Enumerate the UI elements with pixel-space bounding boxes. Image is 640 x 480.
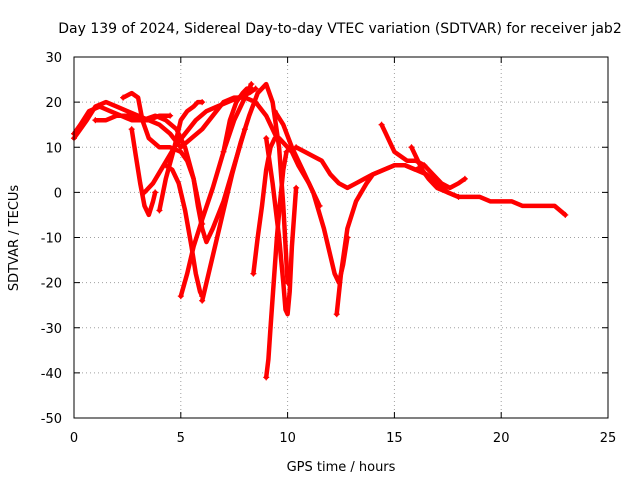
data-point-marker bbox=[128, 126, 135, 133]
data-point-marker bbox=[120, 94, 127, 101]
y-tick-label: 10 bbox=[45, 141, 62, 156]
x-axis-label: GPS time / hours bbox=[287, 460, 396, 475]
y-tick-label: 20 bbox=[45, 96, 62, 111]
data-point-marker bbox=[152, 189, 159, 196]
series-arc-18 bbox=[379, 122, 468, 191]
x-tick-label: 20 bbox=[493, 431, 510, 446]
data-point-marker bbox=[378, 121, 385, 128]
series-arc-9 bbox=[178, 81, 254, 299]
data-point-marker bbox=[199, 297, 206, 304]
data-point-marker bbox=[461, 175, 468, 182]
series-arc-19 bbox=[409, 145, 568, 218]
data-point-marker bbox=[220, 148, 227, 155]
data-point-marker bbox=[408, 144, 415, 151]
chart-title: Day 139 of 2024, Sidereal Day-to-day VTE… bbox=[58, 21, 621, 37]
y-axis-label: SDTVAR / TECUs bbox=[7, 185, 22, 292]
series-arc-4 bbox=[120, 90, 248, 245]
data-point-marker bbox=[293, 184, 300, 191]
data-point-marker bbox=[271, 108, 278, 115]
y-tick-label: -30 bbox=[41, 322, 62, 337]
series-arc-7 bbox=[157, 99, 205, 213]
series-arc-11 bbox=[221, 86, 254, 155]
y-tick-label: 0 bbox=[54, 186, 62, 201]
y-tick-label: -40 bbox=[41, 367, 62, 382]
data-point-marker bbox=[293, 144, 300, 151]
series-arc-5 bbox=[129, 126, 158, 218]
x-tick-label: 5 bbox=[177, 431, 185, 446]
data-point-marker bbox=[167, 112, 174, 119]
x-tick-label: 15 bbox=[386, 431, 403, 446]
series-arc-17 bbox=[334, 163, 427, 317]
axis-ticks: 0 5 10 15 20 25 30 20 10 0 -10 -20 -30 -40 -50 bbox=[41, 51, 617, 446]
data-point-marker bbox=[177, 293, 184, 300]
data-point-marker bbox=[248, 85, 255, 92]
series-arc-8 bbox=[163, 163, 205, 299]
data-point-marker bbox=[156, 207, 163, 214]
series-arc-10 bbox=[199, 81, 290, 303]
data-point-marker bbox=[333, 311, 340, 318]
data-point-marker bbox=[263, 135, 270, 142]
y-tick-label: -20 bbox=[41, 277, 62, 292]
y-tick-label: -10 bbox=[41, 232, 62, 247]
data-point-marker bbox=[199, 99, 206, 106]
series-arc-14 bbox=[263, 135, 299, 317]
series-arc-3 bbox=[93, 113, 173, 123]
series-arc-13 bbox=[263, 149, 289, 380]
data-point-marker bbox=[283, 148, 290, 155]
data-point-marker bbox=[263, 374, 270, 381]
y-tick-label: 30 bbox=[45, 51, 62, 66]
data-traces bbox=[71, 81, 569, 381]
grid bbox=[74, 57, 608, 418]
x-tick-label: 10 bbox=[279, 431, 296, 446]
x-tick-label: 25 bbox=[600, 431, 617, 446]
data-point-marker bbox=[141, 189, 148, 196]
data-point-marker bbox=[250, 270, 257, 277]
data-point-marker bbox=[162, 162, 169, 169]
y-tick-label: -50 bbox=[41, 412, 62, 427]
x-tick-label: 0 bbox=[70, 431, 78, 446]
data-point-marker bbox=[92, 117, 99, 124]
data-point-marker bbox=[562, 211, 569, 218]
